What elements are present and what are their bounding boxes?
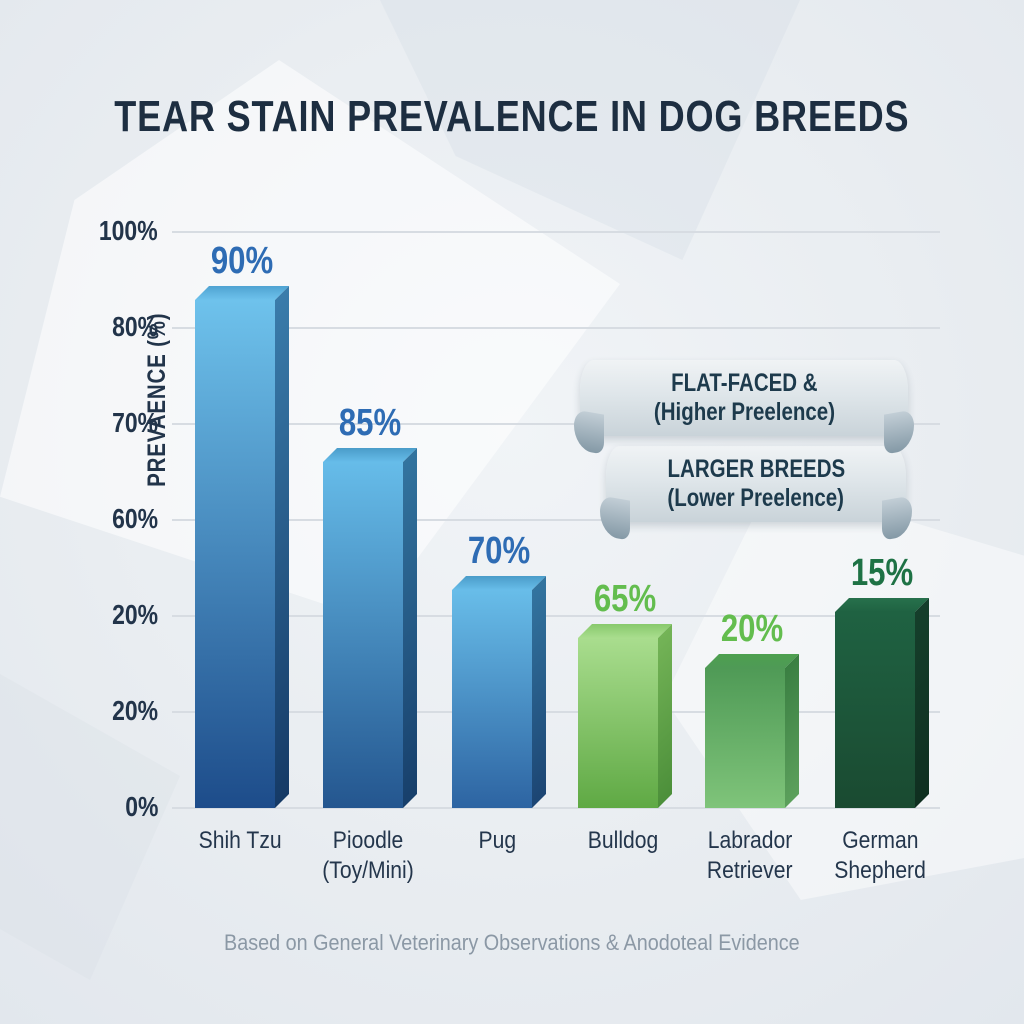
bar-top-face bbox=[452, 576, 546, 590]
bar-front-face bbox=[705, 668, 785, 808]
bar-front-face bbox=[452, 590, 532, 808]
bar-pug: 70% bbox=[452, 530, 546, 808]
bar-category-label: Labrador Retriever bbox=[670, 826, 830, 886]
bar-value-label: 65% bbox=[578, 578, 672, 621]
ribbon-flat-faced: FLAT-FACED & (Higher Preelence) bbox=[580, 360, 908, 436]
bar-value-label: 85% bbox=[323, 402, 417, 445]
bar-value-text: 15% bbox=[850, 552, 914, 594]
footer-note: Based on General Veterinary Observations… bbox=[0, 930, 1024, 956]
y-tick-label-text: 20% bbox=[112, 599, 158, 630]
y-tick-label-text: 60% bbox=[112, 503, 158, 534]
bar-front-face bbox=[323, 462, 403, 808]
bar-labrador-retriever: 20% bbox=[705, 608, 799, 808]
bar-category-text: Bulldog bbox=[587, 827, 659, 854]
bar-category-label: German Shepherd bbox=[800, 826, 960, 886]
bar-value-text: 20% bbox=[720, 608, 784, 650]
bar-side-face bbox=[532, 576, 546, 808]
y-tick-label: 100% bbox=[30, 215, 158, 247]
bar-value-label: 15% bbox=[835, 552, 929, 595]
bar-value-text: 70% bbox=[467, 530, 531, 572]
page-title: TEAR STAIN PREVALENCE IN DOG BREEDS bbox=[0, 92, 1024, 142]
bar-front-face bbox=[195, 300, 275, 808]
bar-category-text: Pug bbox=[478, 827, 516, 854]
y-tick-label: 80% bbox=[30, 311, 158, 343]
ribbon-flat-faced-line2: (Higher Preelence) bbox=[653, 398, 835, 426]
bar-value-text: 90% bbox=[210, 240, 274, 282]
bar-value-label: 90% bbox=[195, 240, 289, 283]
bar-category-text: (Toy/Mini) bbox=[322, 857, 414, 884]
y-axis-label: PREVAENCE (%) bbox=[137, 265, 177, 535]
bar-side-face bbox=[275, 286, 289, 808]
y-tick-label-text: 0% bbox=[124, 791, 158, 822]
bar-top-face bbox=[578, 624, 672, 638]
y-tick-label: 20% bbox=[30, 599, 158, 631]
bar-top-face bbox=[705, 654, 799, 668]
y-tick-label-text: 100% bbox=[99, 215, 158, 246]
gridline bbox=[172, 231, 940, 233]
bar-category-text: Pioodle bbox=[332, 827, 404, 854]
y-tick-label-text: 80% bbox=[112, 311, 158, 342]
ribbon-larger-breeds: LARGER BREEDS (Lower Preelence) bbox=[606, 446, 906, 522]
y-tick-label: 70% bbox=[30, 407, 158, 439]
bar-top-face bbox=[323, 448, 417, 462]
bar-side-face bbox=[403, 448, 417, 808]
footer-note-text: Based on General Veterinary Observations… bbox=[224, 930, 800, 955]
bar-category-label: Shih Tzu bbox=[160, 826, 320, 856]
bar-category-label: Pioodle (Toy/Mini) bbox=[288, 826, 448, 886]
y-tick-label-text: 70% bbox=[112, 407, 158, 438]
bar-german-shepherd: 15% bbox=[835, 552, 929, 808]
bar-category-text: German bbox=[841, 827, 919, 854]
page-title-text: TEAR STAIN PREVALENCE IN DOG BREEDS bbox=[114, 92, 910, 141]
bar-side-face bbox=[658, 624, 672, 808]
bar-value-text: 85% bbox=[338, 402, 402, 444]
bar-category-text: Labrador bbox=[707, 827, 793, 854]
bar-pioodle-toy-mini-: 85% bbox=[323, 402, 417, 808]
bar-bulldog: 65% bbox=[578, 578, 672, 808]
bar-value-label: 20% bbox=[705, 608, 799, 651]
bar-side-face bbox=[915, 598, 929, 808]
ribbon-flat-faced-line1: FLAT-FACED & bbox=[670, 368, 818, 397]
bar-category-text: Shih Tzu bbox=[198, 827, 282, 854]
bar-value-label: 70% bbox=[452, 530, 546, 573]
y-tick-label: 60% bbox=[30, 503, 158, 535]
bar-value-text: 65% bbox=[593, 578, 657, 620]
y-tick-label: 0% bbox=[30, 791, 158, 823]
bar-top-face bbox=[195, 286, 289, 300]
bar-front-face bbox=[578, 638, 658, 808]
ribbon-larger-breeds-line2: (Lower Preelence) bbox=[667, 484, 845, 512]
gridline bbox=[172, 807, 940, 809]
bar-category-text: Retriever bbox=[707, 857, 793, 884]
bar-top-face bbox=[835, 598, 929, 612]
gridline bbox=[172, 711, 940, 713]
bar-category-label: Bulldog bbox=[543, 826, 703, 856]
y-tick-label-text: 20% bbox=[112, 695, 158, 726]
bar-side-face bbox=[785, 654, 799, 808]
ribbon-larger-breeds-line1: LARGER BREEDS bbox=[667, 454, 845, 483]
bar-category-label: Pug bbox=[417, 826, 577, 856]
bar-category-text: Shepherd bbox=[834, 857, 926, 884]
y-tick-label: 20% bbox=[30, 695, 158, 727]
bar-shih-tzu: 90% bbox=[195, 240, 289, 808]
bar-front-face bbox=[835, 612, 915, 808]
